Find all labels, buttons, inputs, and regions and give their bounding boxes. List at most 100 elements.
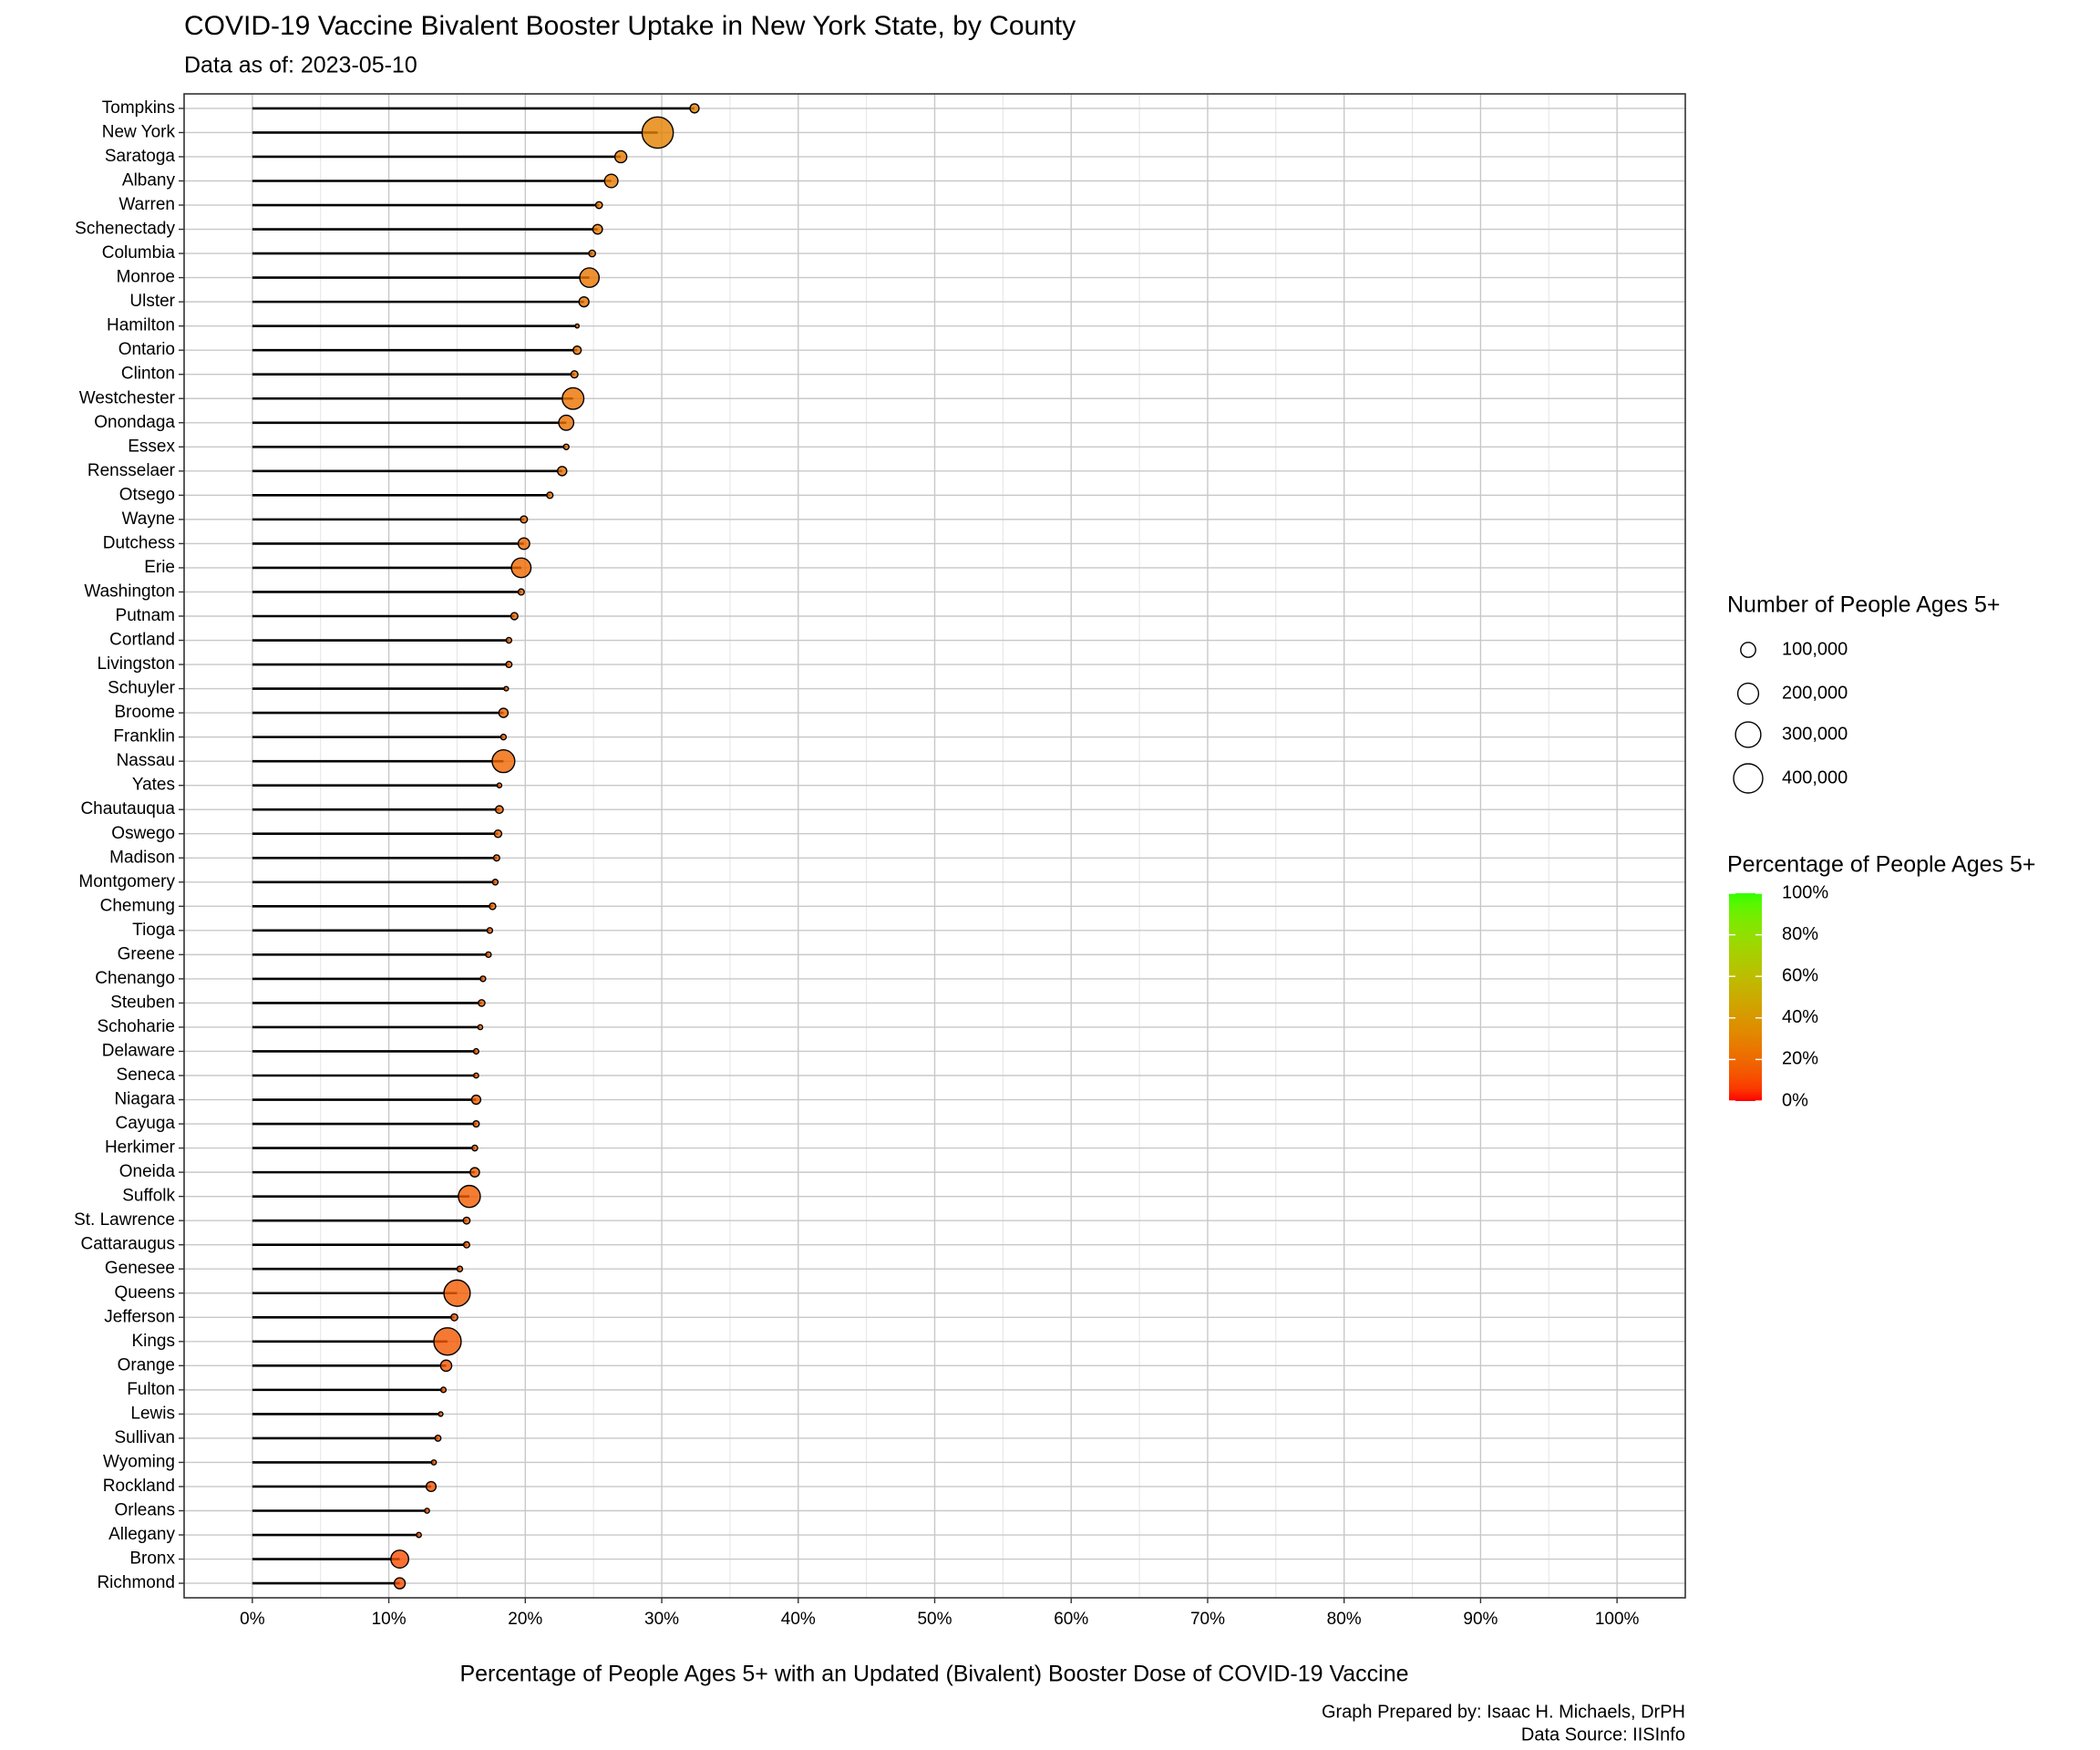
y-tick-label: Cattaraugus: [80, 1235, 175, 1254]
dot: [562, 443, 570, 451]
dot: [492, 854, 500, 862]
dot: [594, 201, 603, 210]
dot: [503, 685, 510, 692]
dot: [588, 249, 597, 258]
y-tick-label: Montgomery: [78, 872, 175, 891]
dot: [613, 149, 628, 164]
dot: [425, 1480, 438, 1493]
dot: [491, 749, 516, 774]
x-tick-label: 40%: [781, 1610, 816, 1629]
y-tick-label: Chemung: [100, 896, 175, 915]
y-tick-label: Suffolk: [122, 1187, 175, 1206]
dot: [561, 386, 585, 410]
dot: [477, 1024, 484, 1031]
y-tick-label: Jefferson: [104, 1307, 175, 1326]
colorbar-label: 80%: [1782, 924, 1818, 944]
y-tick-label: Kings: [131, 1332, 175, 1351]
legend-size-label: 300,000: [1782, 724, 1848, 744]
dot: [472, 1047, 480, 1055]
dot: [471, 1144, 479, 1152]
dot: [572, 345, 582, 355]
dot: [498, 707, 510, 718]
y-tick-label: Fulton: [127, 1380, 175, 1399]
dot: [546, 491, 554, 499]
y-tick-label: Orleans: [114, 1501, 175, 1520]
y-tick-label: Genesee: [105, 1259, 175, 1278]
dot: [470, 1094, 482, 1106]
y-tick-label: Saratoga: [105, 147, 176, 166]
y-tick-label: St. Lawrence: [74, 1210, 175, 1230]
y-tick-label: Ulster: [129, 292, 175, 311]
dot: [472, 1119, 480, 1128]
dot: [493, 829, 503, 839]
dot: [462, 1216, 471, 1225]
x-axis-title: Percentage of People Ages 5+ with an Upd…: [459, 1662, 1408, 1687]
x-tick-label: 20%: [508, 1610, 542, 1629]
y-tick-label: Chenango: [95, 969, 175, 988]
chart-subtitle: Data as of: 2023-05-10: [184, 53, 417, 78]
y-tick-label: Sullivan: [114, 1428, 175, 1447]
x-tick-label: 10%: [372, 1610, 407, 1629]
x-tick-label: 50%: [917, 1610, 952, 1629]
y-tick-label: Wyoming: [103, 1452, 175, 1471]
y-tick-label: Madison: [109, 848, 175, 867]
y-tick-label: Seneca: [117, 1065, 176, 1085]
dot: [491, 879, 499, 886]
y-tick-label: Otsego: [119, 485, 175, 504]
dot: [505, 661, 513, 669]
legend-size-key: [1733, 763, 1764, 794]
x-tick-label: 70%: [1190, 1610, 1225, 1629]
y-tick-label: Ontario: [118, 340, 175, 359]
y-tick-label: New York: [102, 122, 176, 141]
dot: [496, 782, 503, 788]
y-tick-label: Chautauqua: [80, 799, 175, 818]
legend-size-label: 200,000: [1782, 683, 1848, 703]
legend-title: Number of People Ages 5+: [1727, 592, 2001, 618]
y-tick-label: Putnam: [116, 606, 175, 625]
y-tick-label: Essex: [128, 437, 175, 456]
dot: [578, 295, 590, 308]
dot: [517, 537, 530, 551]
dot: [473, 1072, 479, 1079]
legend-size-key: [1736, 682, 1760, 705]
colorbar-label: 100%: [1782, 882, 1828, 902]
dot: [438, 1411, 444, 1417]
y-tick-label: Erie: [144, 558, 175, 577]
y-tick-label: Greene: [118, 944, 175, 963]
y-tick-label: Herkimer: [105, 1138, 176, 1158]
y-tick-label: Dutchess: [103, 533, 175, 552]
legend-size-label: 400,000: [1782, 767, 1848, 788]
y-tick-label: Oneida: [119, 1162, 176, 1181]
y-tick-label: Broome: [114, 703, 175, 722]
caption: Graph Prepared by: Isaac H. Michaels, Dr…: [1322, 1702, 1685, 1722]
colorbar-label: 0%: [1782, 1090, 1808, 1110]
y-tick-label: Lewis: [130, 1404, 175, 1423]
y-tick-label: Orange: [118, 1355, 175, 1374]
plot-border: [183, 93, 1686, 1599]
colorbar-label: 60%: [1782, 965, 1818, 985]
y-tick-label: Tompkins: [102, 98, 175, 118]
y-tick-label: Yates: [132, 776, 175, 795]
dot: [390, 1549, 410, 1569]
y-tick-label: Niagara: [114, 1090, 175, 1109]
dot: [424, 1508, 430, 1514]
legend-size-key: [1740, 642, 1756, 658]
dot: [434, 1434, 442, 1442]
dot: [433, 1327, 462, 1356]
dot: [494, 805, 504, 815]
dot: [517, 588, 525, 596]
x-tick-label: 80%: [1327, 1610, 1362, 1629]
y-tick-label: Queens: [114, 1283, 175, 1302]
chart-title: COVID-19 Vaccine Bivalent Booster Uptake…: [184, 11, 1076, 41]
y-tick-label: Cayuga: [116, 1114, 176, 1133]
dot: [689, 103, 700, 114]
y-tick-label: Wayne: [122, 510, 175, 529]
y-tick-label: Columbia: [102, 243, 176, 262]
y-tick-label: Westchester: [79, 388, 176, 407]
dot: [456, 1265, 464, 1272]
dot: [592, 223, 603, 235]
dot: [485, 951, 492, 959]
colorbar: [1729, 893, 1762, 1101]
dot: [520, 515, 529, 524]
legend-size-label: 100,000: [1782, 639, 1848, 659]
